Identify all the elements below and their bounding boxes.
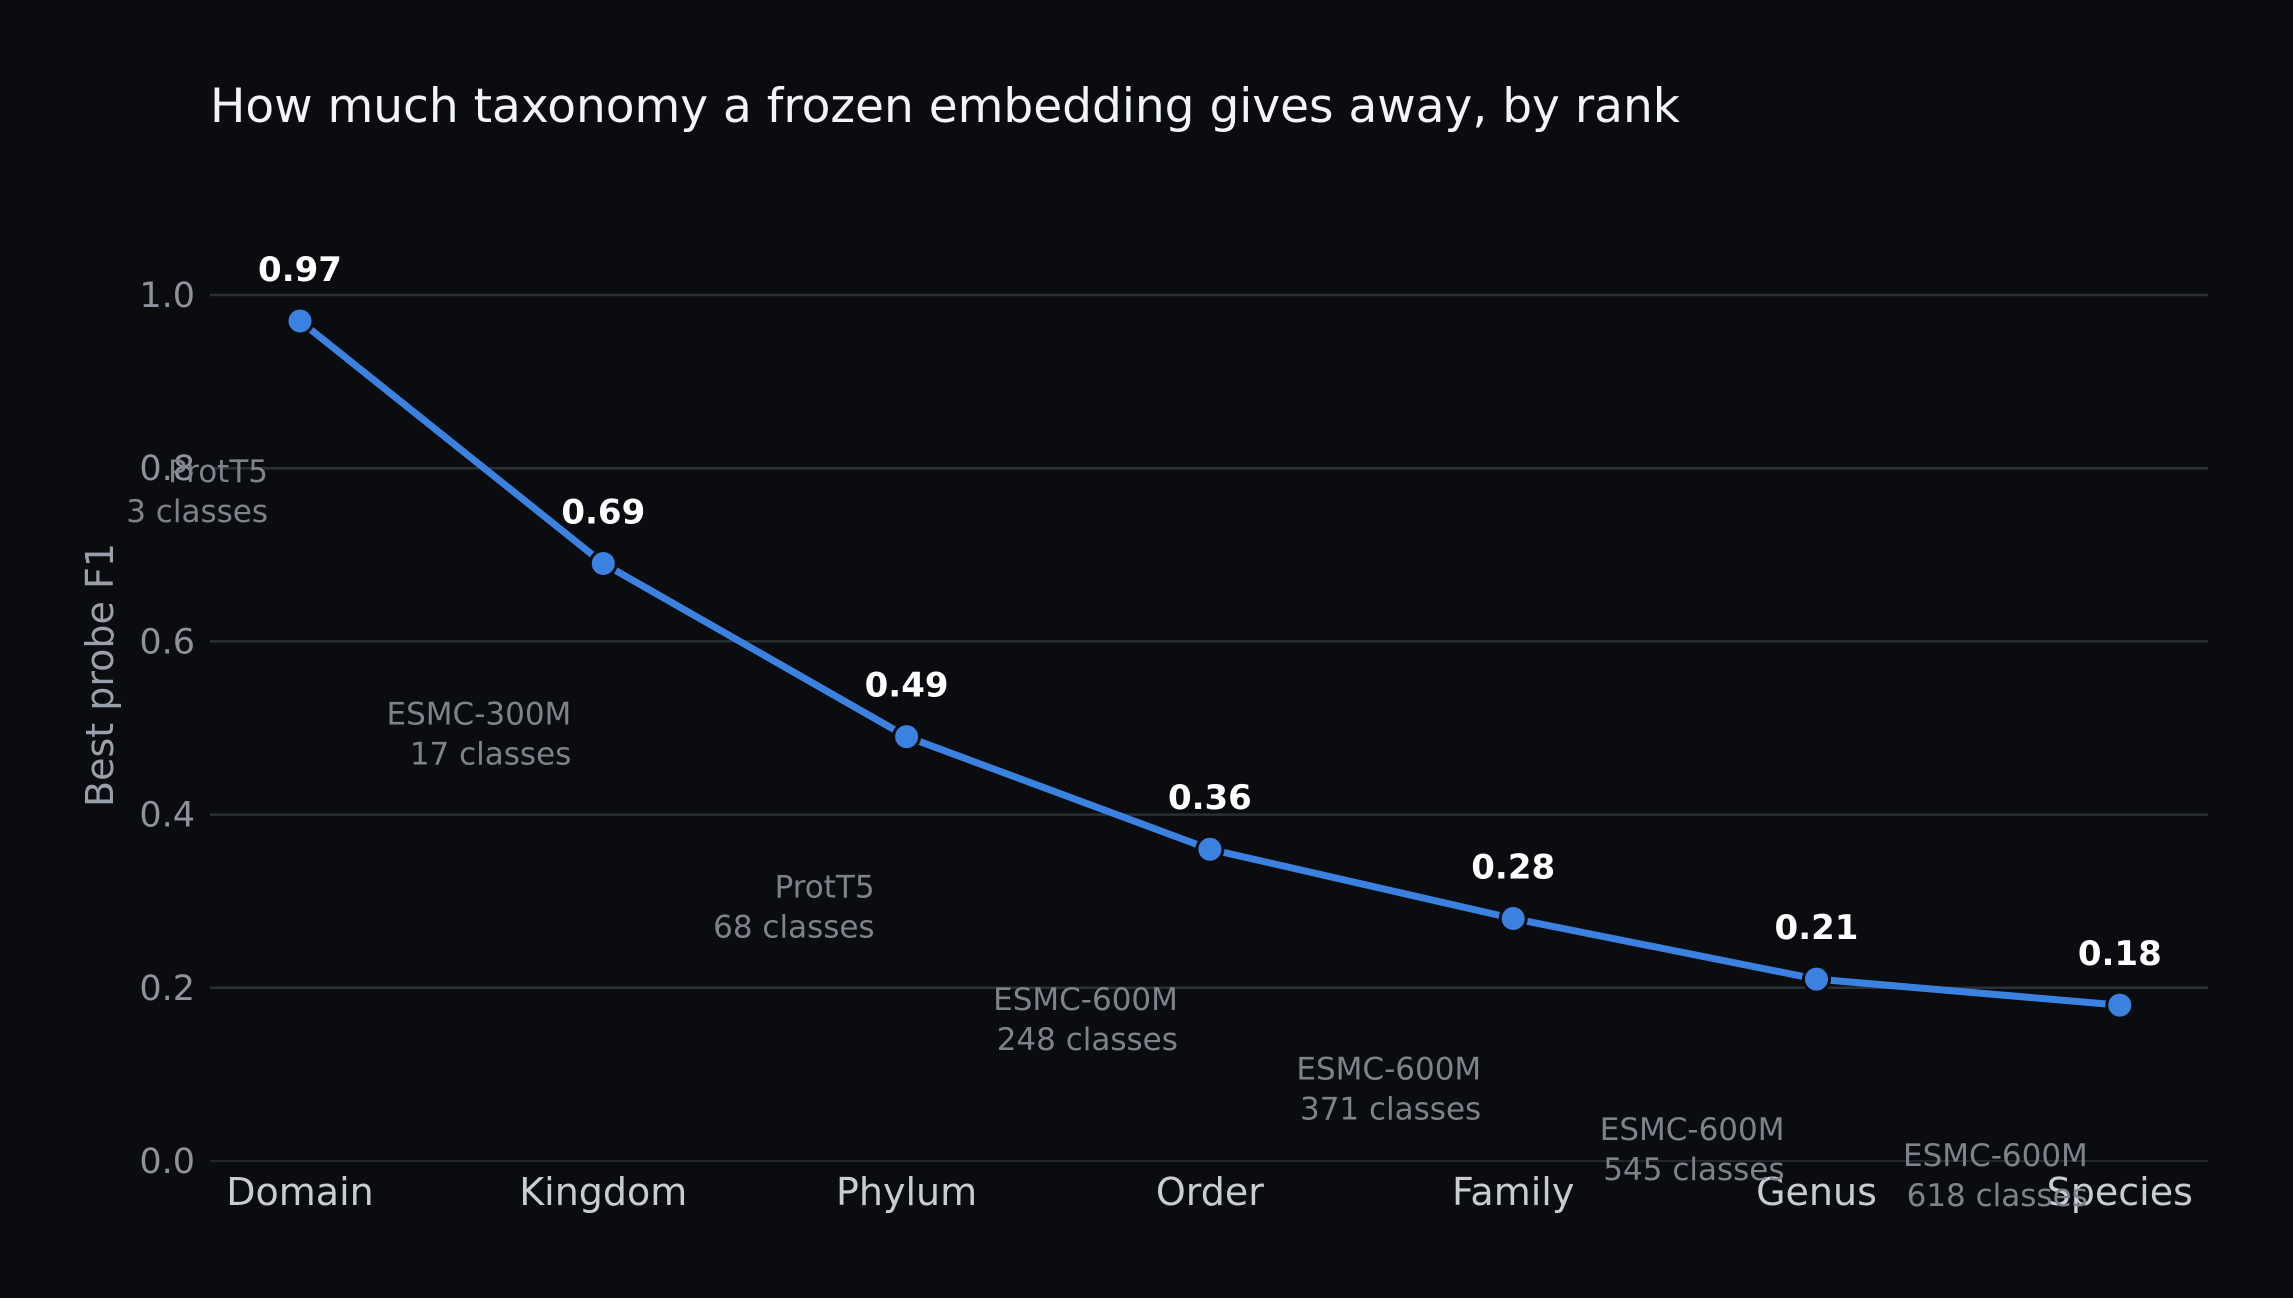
y-tick-label: 0.0 [139,1142,195,1182]
data-point [892,722,922,752]
data-point [2105,990,2135,1020]
y-tick-label: 0.4 [139,796,195,836]
y-axis-label: Best probe F1 [78,543,122,807]
data-point [1195,834,1225,864]
data-label: 0.36 [1168,778,1252,818]
data-label: 0.49 [865,666,949,706]
annotation-classes: 17 classes [410,736,571,772]
data-label: 0.28 [1471,848,1555,888]
annotation-classes: 3 classes [126,494,268,530]
annotation-model: ProtT5 [168,454,268,490]
annotation-classes: 618 classes [1907,1178,2088,1214]
series-line [296,317,2124,1009]
y-tick-label: 1.0 [139,276,195,316]
annotation-model: ProtT5 [775,870,875,906]
annotation-model: ESMC-300M [387,696,572,732]
annotation-classes: 545 classes [1603,1152,1784,1188]
x-tick-label: Family [1452,1170,1574,1214]
data-point [285,306,315,336]
x-tick-label: Domain [226,1170,373,1214]
annotation-classes: 68 classes [713,910,874,946]
x-tick-label: Genus [1756,1170,1877,1214]
annotation-classes: 371 classes [1300,1092,1481,1128]
chart-title: How much taxonomy a frozen embedding giv… [210,79,1681,134]
y-tick-label: 0.6 [139,622,195,662]
x-tick-label: Kingdom [519,1170,687,1214]
annotation-classes: 248 classes [997,1022,1178,1058]
data-labels: 0.97 0.69 0.49 0.36 0.28 0.21 0.18 [258,250,2162,974]
data-point [588,548,618,578]
x-tick-label: Species [2047,1170,2193,1214]
y-tick-label: 0.2 [139,969,195,1009]
y-tick-label: 0.8 [139,449,195,489]
annotation-model: ESMC-600M [1600,1112,1785,1148]
data-point [1498,904,1528,934]
x-tick-label: Order [1156,1170,1264,1214]
annotation-model: ESMC-600M [1903,1138,2088,1174]
grid-lines [210,293,2208,1162]
model-annotations: ProtT5 3 classes ESMC-300M 17 classes ProtT5… [126,454,2088,1214]
x-tick-label: Phylum [836,1170,977,1214]
y-tick-labels: 0.0 0.2 0.4 0.6 0.8 1.0 [139,276,195,1182]
data-point [1802,964,1831,994]
annotation-model: ESMC-600M [1296,1052,1481,1088]
x-tick-labels: Domain Kingdom Phylum Order Family Genus Speci… [226,1170,2193,1214]
data-label: 0.97 [258,250,342,290]
data-label: 0.18 [2078,934,2162,974]
series-f1 [285,306,2135,1020]
annotation-model: ESMC-600M [993,982,1178,1018]
data-label: 0.21 [1775,908,1859,948]
data-label: 0.69 [561,492,645,532]
